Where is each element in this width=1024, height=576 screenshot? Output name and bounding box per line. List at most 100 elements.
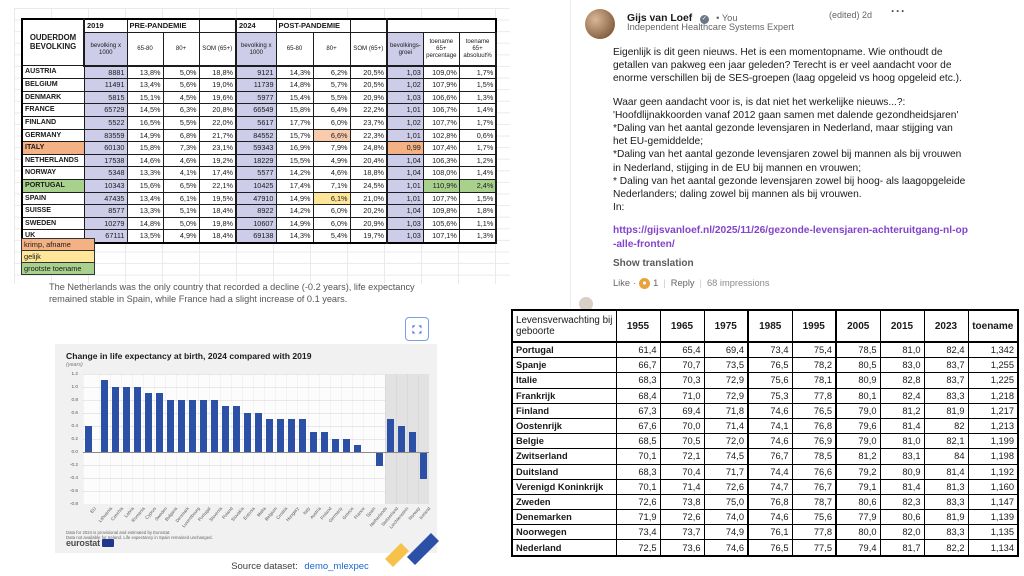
- impressions-count: 68 impressions: [706, 278, 770, 289]
- bar-slot: [242, 374, 253, 504]
- footnote-line: Data for 2024 is provisional and estimat…: [66, 530, 171, 535]
- y-tick-label: -0.8: [69, 501, 78, 506]
- table-row: GERMANY 83559 14,9% 6,8% 21,7% 84552 15,7% 6,6%…: [21, 128, 498, 143]
- bar: [266, 419, 274, 452]
- source-line: Source dataset: demo_mlexpec: [100, 561, 500, 572]
- x-axis-label: Czechia: [109, 506, 124, 522]
- bar: [387, 419, 395, 452]
- table-row: FRANCE 65729 14,5% 6,3% 20,8% 66549 15,8% 6,4% 2…: [21, 103, 498, 117]
- y-tick-label: 0.6: [71, 410, 78, 415]
- bar-slot: [385, 374, 396, 504]
- reaction-count[interactable]: 1: [653, 278, 659, 289]
- bar: [145, 393, 153, 452]
- chart-footnotes: Data for 2024 is provisional and estimat…: [66, 530, 213, 541]
- bar: [288, 419, 296, 452]
- bar-slot: [83, 374, 94, 504]
- y-tick-label: 0.8: [71, 397, 78, 402]
- reply-button[interactable]: Reply: [670, 278, 695, 289]
- table-row: Nederland 72,5 73,6 74,6 76,5 77,5 79,4 81,7 82,…: [511, 539, 1019, 557]
- y-tick-label: 1.0: [71, 384, 78, 389]
- bar: [376, 453, 384, 466]
- bar-slot: [121, 374, 132, 504]
- bar-slot: [275, 374, 286, 504]
- y-tick-label: -0.4: [69, 475, 78, 480]
- bar-slot: [132, 374, 143, 504]
- like-button[interactable]: Like: [613, 278, 631, 289]
- summary-note: The Netherlands was the only country tha…: [49, 282, 415, 304]
- bar: [222, 406, 230, 452]
- bar: [299, 419, 307, 452]
- x-axis-label: Greece: [341, 506, 355, 521]
- bar-slot: [231, 374, 242, 504]
- bar-slot: [352, 374, 363, 504]
- bar-slot: [209, 374, 220, 504]
- bar: [409, 432, 417, 452]
- table-row: NETHERLANDS 17538 14,6% 4,6% 19,2% 18229 15,5%…: [21, 153, 498, 168]
- bar: [211, 400, 219, 452]
- bar-slot: [220, 374, 231, 504]
- bar-slot: [143, 374, 154, 504]
- legend: krimp, afname gelijk grootste toename: [21, 238, 95, 275]
- population-aging-table: OUDERDOM BEVOLKING 2019 PRE-PANDEMIE 2024 PO…: [21, 18, 498, 244]
- bar-slot: [374, 374, 385, 504]
- x-axis-label: Portugal: [197, 506, 212, 523]
- avatar[interactable]: [585, 9, 615, 39]
- x-axis-label: Slovakia: [230, 506, 245, 523]
- bar: [321, 432, 329, 452]
- table-row: Zwitserland 70,1 72,1 74,5 76,7 78,5 81,2 83,1 8…: [511, 448, 1019, 465]
- post-link[interactable]: https://gijsvanloef.nl/2025/11/26/gezond…: [613, 225, 968, 250]
- table-row: NORWAY 5348 13,3% 4,1% 17,4% 5577 14,2% 4,6% 18,…: [21, 166, 498, 180]
- legend-item: grootste toename: [21, 262, 95, 275]
- author-name[interactable]: Gijs van Loef: [627, 13, 693, 24]
- bar: [233, 406, 241, 452]
- table-row: Verenigd Koninkrijk 70,1 71,4 72,6 74,7 76,7 7…: [511, 478, 1019, 495]
- expand-button[interactable]: ◤ ◥ ◣ ◢: [405, 317, 429, 341]
- bar-slot: [154, 374, 165, 504]
- dot-separator: ·: [633, 278, 637, 289]
- table-row: Frankrijk 68,4 71,0 72,9 75,3 77,8 80,1 82,4 83,…: [511, 387, 1019, 404]
- eurostat-chart-card: Change in life expectancy at birth, 2024…: [55, 344, 439, 567]
- bar-slot: [319, 374, 330, 504]
- linkedin-post: Gijs van Loef ✓ • You (edited) 2d ··· In…: [570, 0, 1024, 311]
- y-tick-label: -0.6: [69, 488, 78, 493]
- x-axis-label: Austria: [308, 506, 322, 520]
- bar-plot-area: [83, 374, 429, 504]
- bar: [200, 400, 208, 452]
- bar: [123, 387, 131, 452]
- bar-slot: [165, 374, 176, 504]
- x-axis-label: Romania: [130, 506, 146, 524]
- table-row: SWEDEN 10279 14,8% 5,0% 19,8% 10607 14,9% 6,0% 2…: [21, 216, 498, 231]
- table-row: BELGIUM 11491 13,4% 5,6% 19,0% 11739 14,8% 5,7%…: [21, 78, 498, 92]
- post-paragraph: Eigenlijk is dit geen nieuws. Het is een…: [613, 47, 962, 85]
- life-expectancy-table: Levensverwachting bij geboorte 1955 1965 19…: [511, 309, 1019, 557]
- bar-slot: [99, 374, 110, 504]
- footnote-line: Data not available for Ireland. Life exp…: [66, 535, 213, 541]
- bar: [255, 413, 263, 452]
- bar: [332, 439, 340, 452]
- x-axis-label: Lithuania: [97, 506, 113, 524]
- source-dataset-link[interactable]: demo_mlexpec: [304, 561, 369, 572]
- y-tick-label: 0.2: [71, 436, 78, 441]
- post-menu-button[interactable]: ···: [891, 4, 906, 18]
- bar: [134, 387, 142, 452]
- bar: [354, 445, 362, 452]
- bar-slot: [396, 374, 407, 504]
- bar-slot: [176, 374, 187, 504]
- table-row: Belgie 68,5 70,5 72,0 74,6 76,9 79,0 81,0 82,1 1,…: [511, 433, 1019, 450]
- expand-icon: ◤ ◥ ◣ ◢: [412, 323, 422, 334]
- y-tick-label: 0.0: [71, 449, 78, 454]
- chart-subtitle: (years): [66, 362, 83, 368]
- decorative-arrow: [385, 533, 439, 567]
- x-axis-label: EU: [88, 506, 97, 515]
- table-row: Spanje 66,7 70,7 73,5 76,5 78,2 80,5 83,0 83,7 1,…: [511, 357, 1019, 374]
- table-row: DENMARK 5815 15,1% 4,5% 19,6% 5977 15,4% 5,5% 20…: [21, 90, 498, 105]
- bar-slot: [407, 374, 418, 504]
- show-translation-button[interactable]: Show translation: [613, 257, 694, 269]
- edited-timestamp: (edited) 2d: [829, 10, 873, 20]
- table-row: Portugal 61,4 65,4 69,4 73,4 75,4 78,5 81,0 82,4…: [511, 341, 1019, 359]
- post-footer: Like · 1 | Reply | 68 impressions: [613, 277, 969, 290]
- source-dataset-label: Source dataset:: [231, 561, 298, 572]
- x-axis-label: Italy: [301, 506, 311, 516]
- comment-avatar: [579, 297, 593, 311]
